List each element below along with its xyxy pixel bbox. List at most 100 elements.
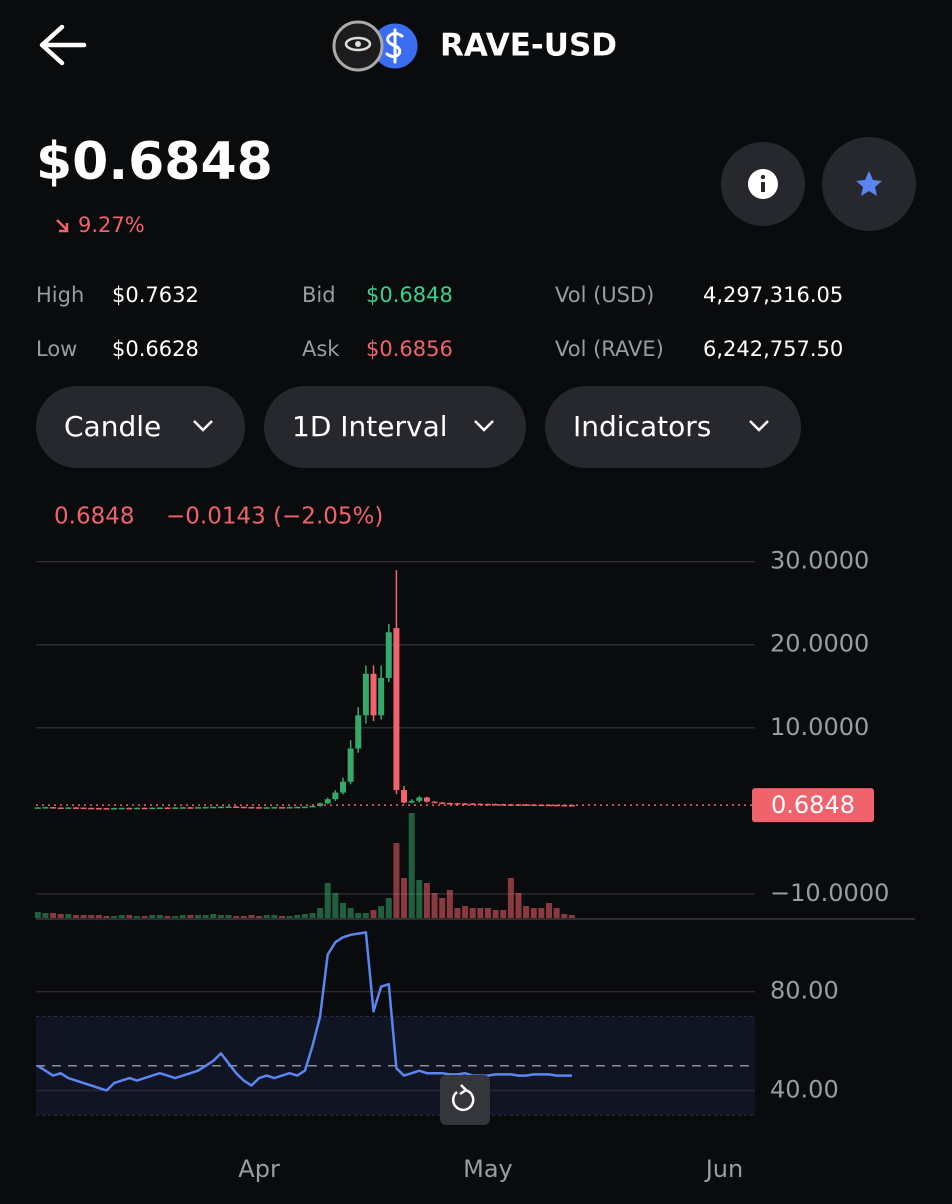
candle-body	[95, 808, 102, 810]
volume-bar	[477, 908, 484, 918]
stat-value: 4,297,316.05	[703, 283, 843, 307]
candle-body	[134, 807, 140, 810]
volume-bar	[462, 906, 469, 918]
volume-bar	[530, 908, 537, 918]
dropdown-label: 1D Interval	[292, 410, 448, 443]
rsi-tick-label: 40.00	[770, 1075, 839, 1103]
volume-bar	[507, 878, 514, 918]
volume-bar	[103, 916, 110, 918]
volume-bar	[378, 906, 385, 918]
volume-bar	[95, 915, 102, 918]
stat-value: $0.7632	[112, 283, 199, 307]
dropdown-label: Indicators	[573, 410, 711, 443]
candle-body	[553, 804, 560, 807]
dropdown-bg	[264, 386, 526, 468]
volume-bar	[317, 908, 324, 918]
y-tick-label: 20.0000	[770, 630, 869, 658]
stat-value: 6,242,757.50	[703, 337, 843, 361]
volume-bar	[111, 916, 118, 918]
stat-value: $0.6848	[366, 283, 453, 307]
volume-bar	[42, 913, 49, 918]
candle-body	[454, 803, 461, 805]
volume-bar	[500, 910, 507, 918]
candle-body	[500, 804, 507, 806]
pair-logo	[332, 20, 421, 72]
dropdown-bg	[545, 386, 801, 468]
volume-bar	[80, 915, 87, 918]
volume-bar	[126, 915, 133, 918]
candle-body	[34, 807, 41, 809]
back-button[interactable]	[39, 24, 87, 66]
info-dot	[760, 174, 766, 180]
stat-label: High	[36, 283, 84, 307]
candle-body	[179, 807, 186, 809]
candle-body	[294, 806, 301, 809]
volume-bar	[134, 916, 140, 918]
candle-body	[172, 807, 179, 809]
interval-dropdown[interactable]: 1D Interval	[264, 386, 526, 468]
chevron	[474, 420, 494, 432]
stat-label: Vol (USD)	[555, 283, 654, 307]
candle-body	[111, 808, 118, 810]
candle-body	[72, 807, 79, 809]
reset-bg	[440, 1075, 490, 1125]
stats: High $0.7632 Bid $0.6848 Vol (USD) 4,297,316.…	[36, 283, 843, 361]
dropdown-label: Candle	[64, 410, 161, 443]
info-button[interactable]	[721, 142, 805, 226]
candle-body	[362, 673, 369, 716]
candle-body	[103, 808, 110, 810]
candle-body	[195, 807, 202, 809]
volume-bar	[256, 916, 263, 918]
chart: 30.0000 20.0000 10.0000 −10.0000 0.6848 80.00…	[34, 547, 915, 1183]
x-tick-label: Jun	[704, 1155, 744, 1183]
x-tick-label: May	[463, 1155, 513, 1183]
volume-bar	[278, 916, 285, 918]
candle-body	[278, 807, 285, 809]
volume-bar	[538, 908, 545, 918]
candle-body	[446, 802, 453, 805]
volume-bar	[469, 908, 476, 918]
volume-bar	[271, 915, 278, 918]
reset-button[interactable]	[440, 1075, 490, 1125]
candle-body	[324, 799, 331, 804]
favorite-button[interactable]	[822, 137, 916, 231]
rave-pupil	[355, 41, 361, 47]
rsi-tick-label: 80.00	[770, 977, 839, 1005]
candle-body	[393, 628, 400, 791]
rave-eye	[344, 36, 372, 52]
volume-bar	[431, 893, 438, 918]
indicators-dropdown[interactable]: Indicators	[545, 386, 801, 468]
volume-bar	[355, 913, 362, 918]
candle-body	[515, 804, 522, 806]
chart-type-dropdown[interactable]: Candle	[36, 386, 245, 468]
reset-arrow	[459, 1084, 468, 1096]
volume-bar	[393, 843, 400, 918]
volume-bar	[492, 910, 499, 918]
candle-body	[65, 807, 72, 809]
price: $0.6848	[36, 132, 273, 192]
reset-icon	[452, 1088, 475, 1112]
back-arrow	[39, 24, 87, 66]
candle-body	[202, 807, 209, 809]
candle-body	[88, 807, 95, 810]
volume-bar	[309, 913, 316, 918]
info-i	[761, 182, 765, 192]
candle-body	[42, 807, 49, 809]
volume-bar	[286, 916, 293, 918]
y-tick-label: −10.0000	[770, 879, 889, 907]
candle-body	[80, 807, 87, 810]
candle-body	[126, 807, 133, 810]
candle-body	[164, 807, 171, 810]
x-tick-label: Apr	[238, 1155, 280, 1183]
volume-bar	[217, 915, 224, 918]
candle-body	[118, 807, 125, 810]
volume-bar	[340, 903, 346, 918]
volume-bar	[324, 883, 331, 918]
stat-label: Low	[36, 337, 77, 361]
candle-body	[286, 807, 293, 809]
last-price-tag	[752, 788, 874, 823]
candle-body	[340, 781, 346, 793]
volume-bar	[401, 878, 408, 918]
volume-bar	[156, 915, 163, 918]
